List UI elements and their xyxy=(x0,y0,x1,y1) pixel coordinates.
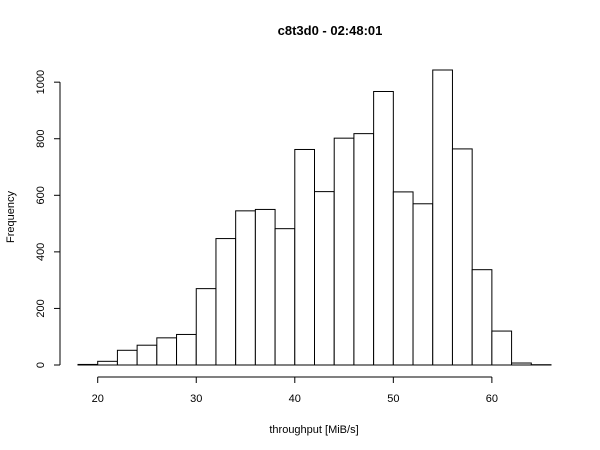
x-tick-label: 50 xyxy=(387,393,399,405)
y-axis: 0 200 400 600 800 1000 xyxy=(35,70,61,368)
histogram-bar xyxy=(77,363,99,366)
histogram-bar xyxy=(333,137,355,366)
histogram-bar xyxy=(491,330,513,366)
x-tick-label: 60 xyxy=(486,393,498,405)
y-tick-label: 0 xyxy=(35,362,47,368)
histogram-bar xyxy=(432,69,453,366)
histogram-bar xyxy=(156,337,178,366)
histogram-bar xyxy=(373,90,394,366)
x-tick-label: 30 xyxy=(190,393,202,405)
histogram-bar xyxy=(274,228,296,366)
histogram-bar xyxy=(176,333,197,366)
histogram-bar xyxy=(451,148,473,366)
histogram-bar xyxy=(235,210,256,366)
y-tick-label: 1000 xyxy=(35,70,47,94)
bars-group xyxy=(77,69,552,366)
chart-title: c8t3d0 - 02:48:01 xyxy=(278,23,383,38)
y-tick-label: 600 xyxy=(35,186,47,204)
histogram-bar xyxy=(195,288,217,366)
histogram-bar xyxy=(392,191,414,366)
x-tick-label: 20 xyxy=(92,393,104,405)
histogram-bar xyxy=(294,148,315,366)
histogram-bar xyxy=(471,269,493,366)
y-axis-label: Frequency xyxy=(5,191,17,243)
x-axis: 20 30 40 50 60 xyxy=(92,376,498,405)
x-tick-label: 40 xyxy=(289,393,301,405)
y-tick-label: 800 xyxy=(35,130,47,148)
histogram-bar xyxy=(314,191,335,366)
x-axis-label: throughput [MiB/s] xyxy=(269,424,358,436)
histogram-bar xyxy=(97,360,118,366)
histogram-bar xyxy=(511,362,532,366)
histogram-bar xyxy=(215,238,237,366)
histogram-bar xyxy=(412,203,434,366)
histogram-bar xyxy=(254,208,276,366)
histogram-bar xyxy=(116,349,138,366)
y-tick-label: 400 xyxy=(35,243,47,261)
y-tick-label: 200 xyxy=(35,299,47,317)
histogram-bar xyxy=(353,133,375,366)
histogram-bar xyxy=(136,344,158,366)
